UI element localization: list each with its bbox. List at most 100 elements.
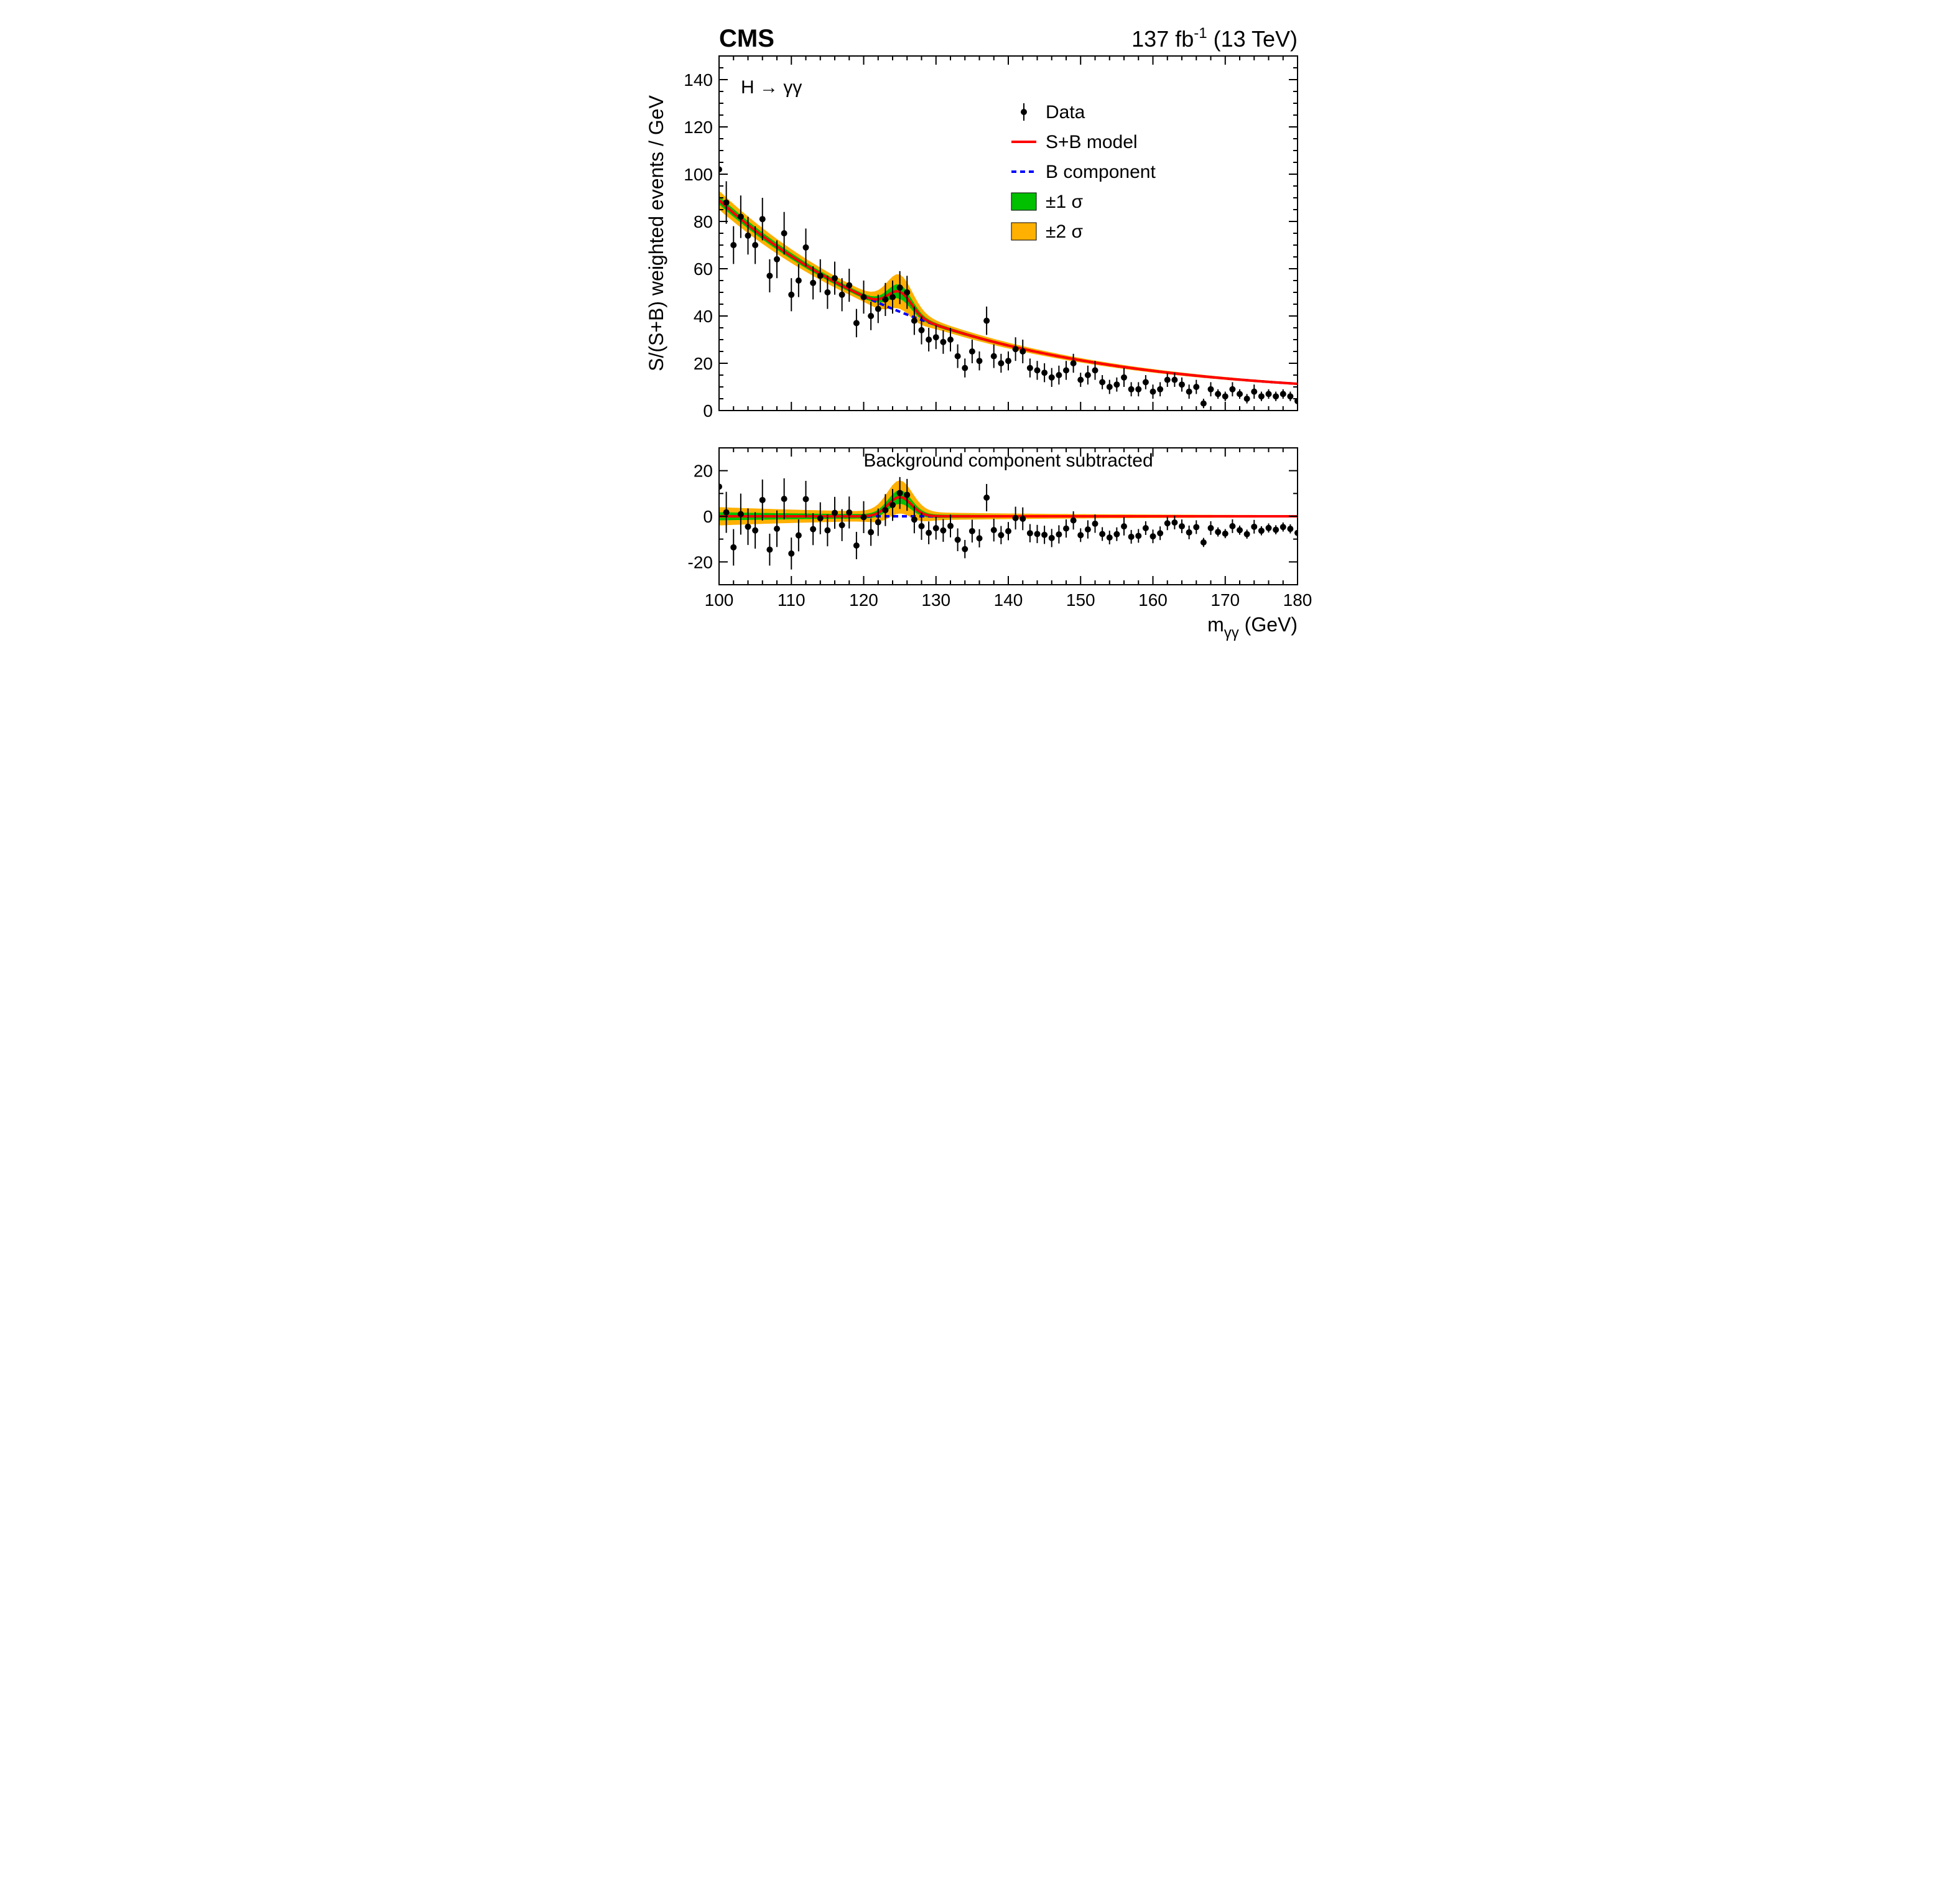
x-tick-label: 150	[1066, 590, 1095, 610]
bottom-subtitle: Background component subtracted	[863, 450, 1153, 471]
data-point	[947, 523, 954, 529]
data-point	[1084, 372, 1090, 378]
data-point	[875, 519, 881, 526]
data-point	[1041, 369, 1047, 376]
data-point	[1048, 374, 1054, 381]
data-point	[795, 532, 801, 539]
data-point	[976, 358, 982, 364]
y-tick-label: 80	[693, 212, 712, 231]
data-point	[1164, 377, 1170, 383]
data-point	[752, 527, 758, 534]
data-point	[766, 272, 773, 279]
data-point	[1258, 527, 1264, 534]
data-point	[1243, 396, 1250, 402]
legend-label-b: B component	[1046, 162, 1156, 182]
legend-patch-sigma2	[1011, 223, 1036, 240]
data-point	[1179, 381, 1185, 388]
data-point	[795, 277, 801, 284]
data-point	[1200, 539, 1206, 546]
experiment-label: CMS	[719, 25, 774, 52]
data-point	[1229, 523, 1235, 529]
y-tick-label: 20	[693, 462, 712, 481]
data-point	[1171, 519, 1177, 526]
data-point	[838, 292, 845, 298]
x-tick-label: 140	[993, 590, 1023, 610]
data-point	[1063, 367, 1069, 373]
data-point	[1019, 516, 1026, 522]
data-point	[1258, 393, 1264, 399]
chart-container: CMS137 fb-1 (13 TeV)10011012013014015016…	[638, 12, 1322, 672]
data-point	[752, 242, 758, 248]
data-point	[1012, 515, 1018, 521]
data-point	[1287, 526, 1293, 532]
data-point	[954, 537, 960, 543]
data-point	[737, 213, 743, 220]
bottom-plot-content	[716, 464, 1301, 570]
data-point	[1135, 386, 1141, 393]
data-point	[817, 272, 823, 279]
data-point	[1092, 367, 1098, 373]
luminosity-label: 137 fb-1 (13 TeV)	[1131, 25, 1298, 52]
y-tick-label: 20	[693, 354, 712, 373]
data-point	[1106, 534, 1112, 541]
data-point	[723, 509, 729, 516]
data-point	[983, 495, 990, 501]
data-point	[1128, 386, 1134, 393]
data-point	[737, 511, 743, 518]
data-point	[904, 289, 910, 295]
data-point	[904, 492, 910, 498]
data-point	[1084, 526, 1090, 532]
data-point	[1193, 384, 1199, 390]
top-plot-content	[716, 146, 1301, 408]
data-point	[1142, 379, 1148, 385]
data-point	[860, 294, 866, 300]
data-point	[983, 318, 990, 324]
data-point	[1056, 372, 1062, 378]
data-point	[1280, 524, 1286, 530]
data-point	[1063, 526, 1069, 532]
x-tick-label: 160	[1138, 590, 1168, 610]
data-point	[838, 522, 845, 528]
data-point	[1150, 533, 1156, 539]
data-point	[1012, 346, 1018, 352]
data-point	[1070, 518, 1076, 524]
data-point	[932, 334, 939, 340]
data-point	[1099, 531, 1105, 537]
data-point	[745, 524, 751, 530]
data-point	[1222, 393, 1228, 399]
y-tick-label: 140	[684, 70, 713, 90]
data-point	[802, 496, 809, 502]
data-point	[1121, 523, 1127, 529]
data-point	[759, 497, 765, 503]
data-point	[766, 547, 773, 553]
data-point	[774, 526, 780, 532]
data-point	[1019, 348, 1026, 355]
x-axis-label: mγγ (GeV)	[1207, 613, 1298, 641]
data-point	[1034, 367, 1040, 373]
data-point	[1005, 528, 1011, 534]
data-point	[1287, 393, 1293, 399]
data-point	[759, 216, 765, 222]
chart-svg: CMS137 fb-1 (13 TeV)10011012013014015016…	[638, 12, 1322, 672]
data-point	[1077, 532, 1084, 538]
data-point	[889, 502, 896, 508]
y-tick-label: 0	[703, 401, 713, 420]
data-point	[788, 551, 794, 557]
data-point	[1113, 381, 1120, 388]
data-point	[817, 515, 823, 521]
data-point	[1243, 531, 1250, 537]
data-point	[832, 509, 838, 516]
data-point	[1171, 377, 1177, 383]
legend-label-data: Data	[1046, 102, 1085, 123]
data-point	[730, 242, 736, 248]
data-point	[846, 509, 852, 516]
data-point	[860, 514, 866, 520]
data-point	[998, 360, 1004, 366]
data-point	[932, 525, 939, 531]
data-point	[781, 496, 787, 502]
data-point	[802, 244, 809, 251]
data-point	[962, 365, 968, 371]
x-tick-label: 120	[849, 590, 878, 610]
data-point	[1077, 377, 1084, 383]
y-tick-label: 100	[684, 165, 713, 184]
